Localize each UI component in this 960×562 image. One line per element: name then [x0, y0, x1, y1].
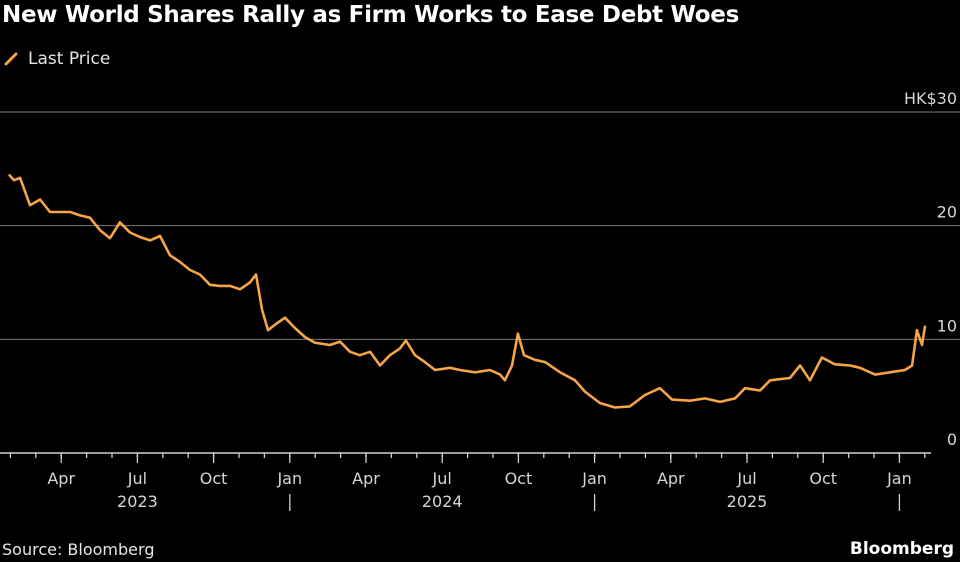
x-tick-label: Jan: [886, 469, 912, 488]
x-tick-label: Apr: [47, 469, 75, 488]
y-tick-label: 10: [937, 316, 957, 335]
series-line-last-price: [7, 173, 927, 409]
x-tick-label: Apr: [352, 469, 380, 488]
x-tick-label: Jul: [432, 469, 452, 488]
y-tick-label: 20: [937, 203, 957, 222]
year-label: 2025: [727, 492, 768, 511]
source-note: Source: Bloomberg: [2, 540, 155, 559]
legend: Last Price: [4, 49, 110, 69]
chart-title: New World Shares Rally as Firm Works to …: [2, 2, 739, 28]
x-tick-label: Oct: [200, 469, 228, 488]
bloomberg-logo: Bloomberg: [849, 539, 954, 559]
x-tick-label: Apr: [657, 469, 685, 488]
legend-label: Last Price: [28, 49, 111, 69]
x-tick-label: Oct: [809, 469, 837, 488]
x-tick-label: Jul: [127, 469, 147, 488]
year-label: 2023: [117, 492, 158, 511]
y-tick-label: 0: [947, 430, 957, 449]
x-tick-label: Oct: [505, 469, 533, 488]
year-label: 2024: [422, 492, 463, 511]
legend-line-icon: [4, 52, 18, 66]
x-tick-label: Jul: [736, 469, 756, 488]
x-tick-label: Jan: [276, 469, 302, 488]
y-tick-label: HK$30: [904, 89, 957, 108]
x-tick-label: Jan: [581, 469, 607, 488]
